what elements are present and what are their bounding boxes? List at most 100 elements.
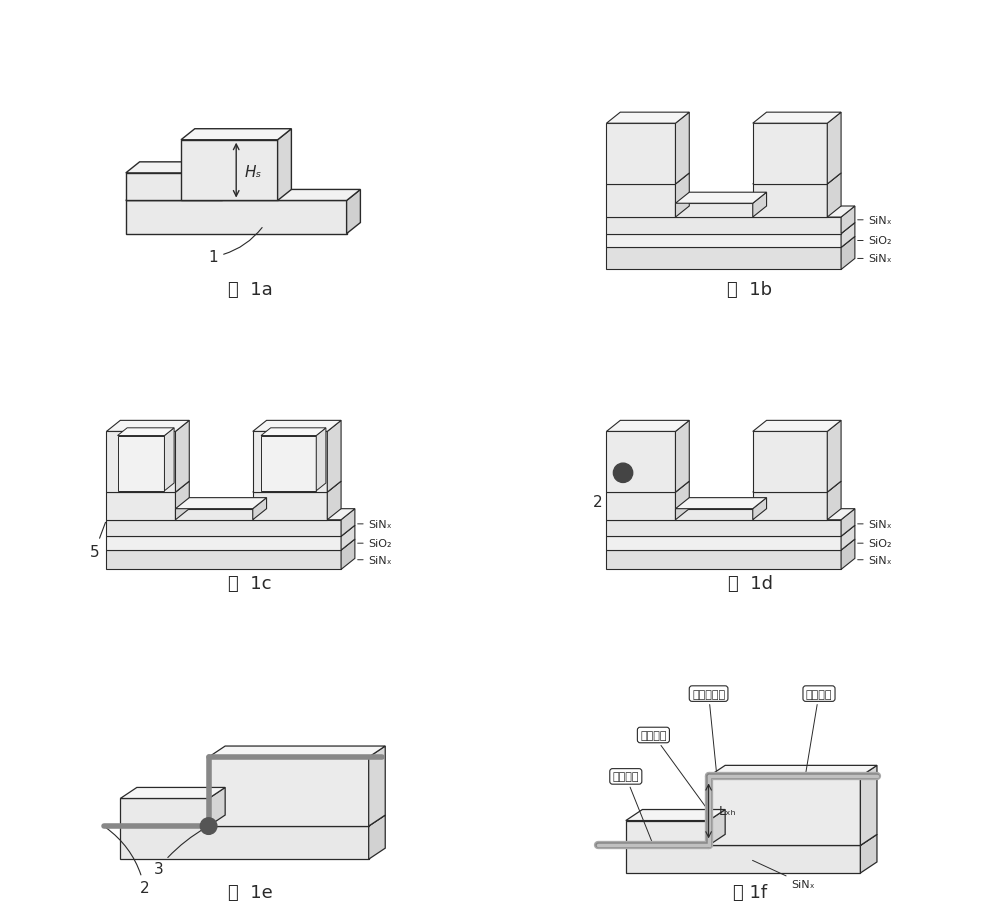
- Polygon shape: [278, 130, 291, 201]
- Polygon shape: [841, 207, 855, 234]
- Polygon shape: [120, 799, 209, 826]
- Polygon shape: [606, 223, 855, 234]
- Polygon shape: [253, 421, 341, 432]
- Polygon shape: [753, 432, 827, 493]
- Polygon shape: [841, 223, 855, 248]
- Text: 2: 2: [106, 828, 149, 895]
- Polygon shape: [675, 193, 767, 204]
- Text: SiNₓ: SiNₓ: [858, 519, 892, 529]
- Polygon shape: [126, 190, 360, 201]
- Polygon shape: [120, 815, 385, 826]
- Polygon shape: [106, 539, 355, 550]
- Polygon shape: [106, 493, 175, 520]
- Text: SiO₂: SiO₂: [858, 236, 892, 246]
- Polygon shape: [626, 810, 725, 821]
- Polygon shape: [626, 845, 860, 873]
- Polygon shape: [827, 174, 841, 218]
- Polygon shape: [341, 509, 355, 537]
- Polygon shape: [753, 493, 827, 520]
- Polygon shape: [261, 436, 316, 491]
- Polygon shape: [675, 509, 753, 520]
- Polygon shape: [175, 482, 189, 520]
- Polygon shape: [675, 498, 767, 509]
- Polygon shape: [606, 421, 689, 432]
- Polygon shape: [626, 834, 877, 845]
- Text: SiNₓ: SiNₓ: [858, 216, 892, 225]
- Polygon shape: [606, 520, 841, 537]
- Polygon shape: [709, 810, 725, 845]
- Polygon shape: [606, 493, 675, 520]
- Polygon shape: [164, 428, 174, 491]
- Polygon shape: [175, 421, 189, 493]
- Polygon shape: [606, 482, 689, 493]
- Circle shape: [200, 818, 217, 834]
- Text: 5: 5: [90, 523, 106, 559]
- Polygon shape: [827, 113, 841, 185]
- Polygon shape: [369, 746, 385, 826]
- Polygon shape: [827, 482, 841, 520]
- Text: SiNₓ: SiNₓ: [858, 555, 892, 565]
- Polygon shape: [253, 493, 327, 520]
- Polygon shape: [606, 185, 675, 218]
- Polygon shape: [606, 237, 855, 248]
- Text: 图  1c: 图 1c: [228, 574, 272, 593]
- Polygon shape: [675, 204, 753, 218]
- Polygon shape: [753, 185, 827, 218]
- Polygon shape: [341, 539, 355, 570]
- Polygon shape: [175, 509, 253, 520]
- Polygon shape: [126, 201, 347, 234]
- Polygon shape: [841, 539, 855, 570]
- Polygon shape: [606, 526, 855, 537]
- Polygon shape: [341, 526, 355, 550]
- Polygon shape: [753, 421, 841, 432]
- Polygon shape: [118, 428, 174, 436]
- Polygon shape: [106, 550, 341, 570]
- Polygon shape: [126, 174, 222, 201]
- Polygon shape: [606, 509, 855, 520]
- Polygon shape: [347, 190, 360, 234]
- Polygon shape: [253, 498, 267, 520]
- Text: SiNₓ: SiNₓ: [753, 860, 815, 889]
- Polygon shape: [860, 766, 877, 845]
- Polygon shape: [606, 550, 841, 570]
- Polygon shape: [106, 520, 341, 537]
- Text: SiO₂: SiO₂: [358, 539, 392, 549]
- Polygon shape: [753, 482, 841, 493]
- Polygon shape: [606, 537, 841, 550]
- Polygon shape: [118, 436, 164, 491]
- Polygon shape: [106, 537, 341, 550]
- Polygon shape: [120, 826, 369, 859]
- Polygon shape: [675, 174, 689, 218]
- Polygon shape: [106, 509, 355, 520]
- Polygon shape: [209, 746, 385, 757]
- Polygon shape: [709, 777, 860, 845]
- Polygon shape: [675, 482, 689, 520]
- Polygon shape: [327, 482, 341, 520]
- Polygon shape: [606, 207, 855, 218]
- Polygon shape: [753, 498, 767, 520]
- Polygon shape: [316, 428, 326, 491]
- Polygon shape: [120, 788, 225, 799]
- Polygon shape: [253, 432, 327, 493]
- Polygon shape: [209, 788, 225, 826]
- Polygon shape: [106, 421, 189, 432]
- Polygon shape: [606, 113, 689, 124]
- Text: Lₓₕ: Lₓₕ: [718, 804, 736, 818]
- Text: 栅极金属: 栅极金属: [640, 731, 707, 809]
- Polygon shape: [860, 834, 877, 873]
- Polygon shape: [175, 498, 267, 509]
- Polygon shape: [253, 482, 341, 493]
- Text: 图  1b: 图 1b: [727, 280, 773, 299]
- Polygon shape: [753, 124, 827, 185]
- Polygon shape: [753, 174, 841, 185]
- Polygon shape: [106, 526, 355, 537]
- Polygon shape: [106, 432, 175, 493]
- Polygon shape: [626, 821, 709, 845]
- Polygon shape: [181, 130, 291, 141]
- Text: 栅极介质层: 栅极介质层: [692, 689, 725, 774]
- Polygon shape: [841, 509, 855, 537]
- Text: 源极金属: 源极金属: [613, 772, 652, 843]
- Text: 图  1a: 图 1a: [228, 280, 272, 299]
- Text: SiNₓ: SiNₓ: [358, 555, 392, 565]
- Text: 2: 2: [593, 476, 621, 509]
